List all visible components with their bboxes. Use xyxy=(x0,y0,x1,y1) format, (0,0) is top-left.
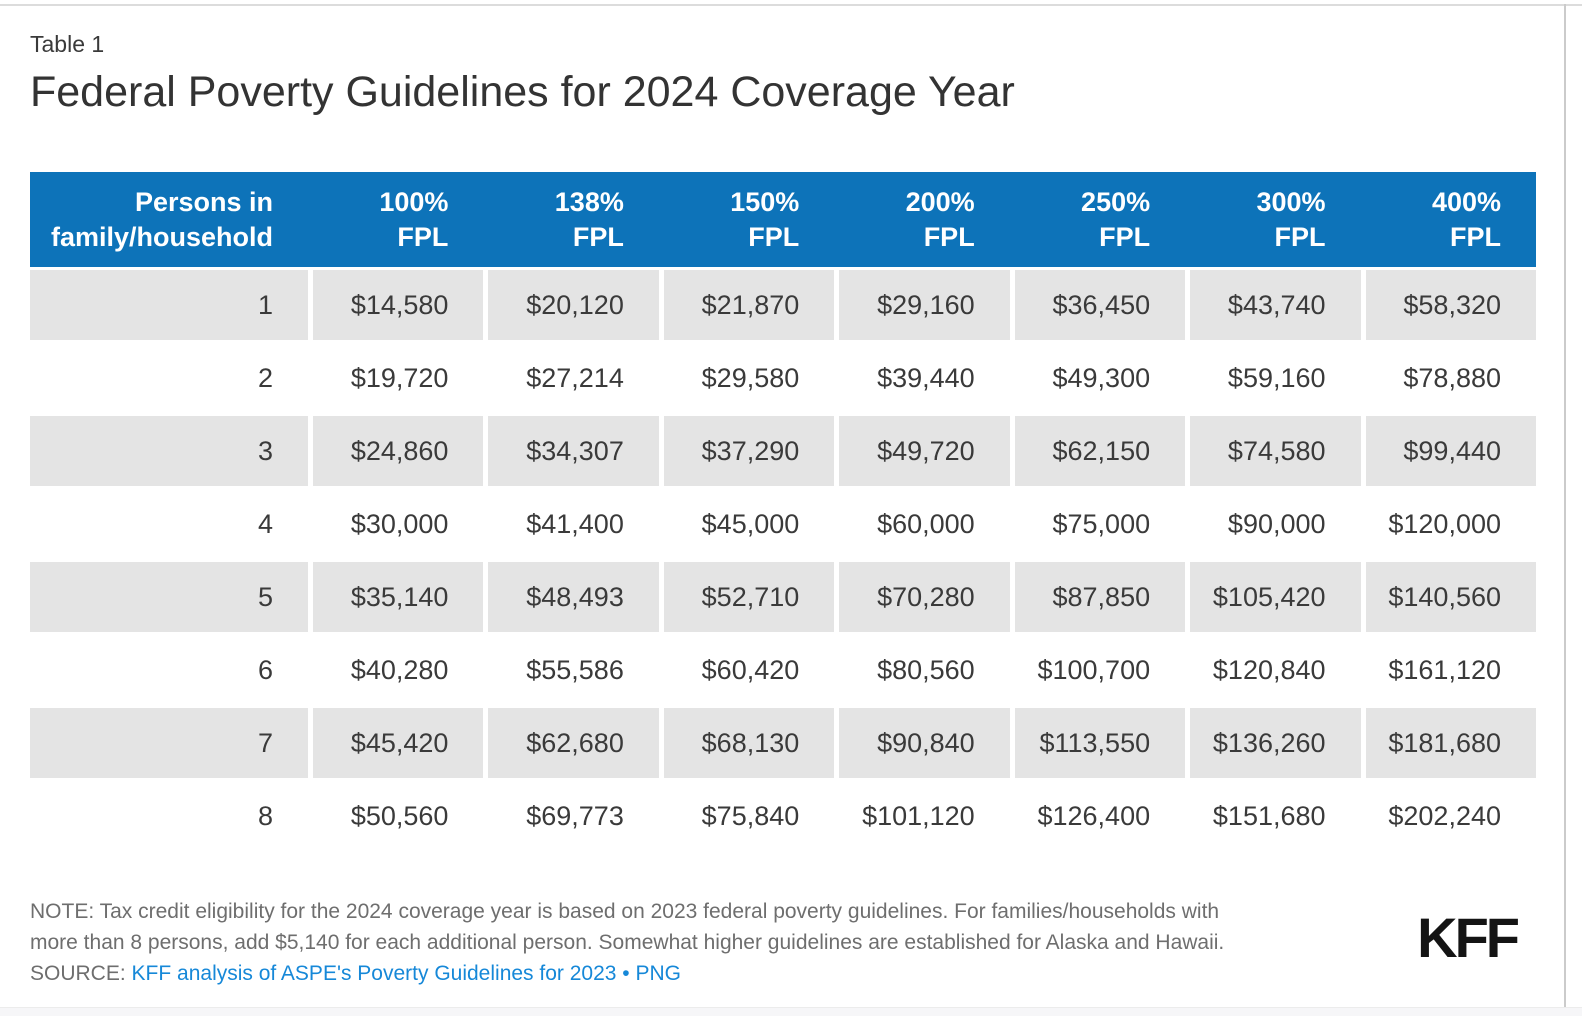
value-cell: $21,870 xyxy=(658,267,835,340)
source-line: SOURCE: KFF analysis of ASPE's Poverty G… xyxy=(30,958,1262,989)
col-header-persons: Persons in family/household xyxy=(30,172,308,267)
persons-cell: 2 xyxy=(30,340,308,413)
col-header-200-fpl: 200% FPL xyxy=(834,172,1010,267)
value-cell: $50,560 xyxy=(308,778,484,851)
value-cell: $30,000 xyxy=(308,486,484,559)
value-cell: $49,720 xyxy=(834,413,1010,486)
value-cell: $105,420 xyxy=(1185,559,1361,632)
col-header-150-fpl: 150% FPL xyxy=(658,172,835,267)
col-header-300-fpl: 300% FPL xyxy=(1185,172,1361,267)
value-cell: $34,307 xyxy=(483,413,659,486)
col-header-400-fpl: 400% FPL xyxy=(1360,172,1536,267)
bottom-bar xyxy=(0,1007,1582,1016)
value-cell: $60,000 xyxy=(834,486,1010,559)
table-row: 8 $50,560 $69,773 $75,840 $101,120 $126,400 $1… xyxy=(30,778,1536,851)
col-header-100-fpl: 100% FPL xyxy=(308,172,484,267)
value-cell: $101,120 xyxy=(834,778,1010,851)
table-header-row: Persons in family/household 100% FPL 138… xyxy=(30,172,1536,267)
persons-cell: 4 xyxy=(30,486,308,559)
value-cell: $80,560 xyxy=(834,632,1010,705)
value-cell: $29,580 xyxy=(658,340,835,413)
value-cell: $62,150 xyxy=(1009,413,1186,486)
table-row: 7 $45,420 $62,680 $68,130 $90,840 $113,550 $13… xyxy=(30,705,1536,778)
col-header-250-fpl: 250% FPL xyxy=(1009,172,1186,267)
value-cell: $60,420 xyxy=(658,632,835,705)
value-cell: $58,320 xyxy=(1360,267,1536,340)
value-cell: $120,000 xyxy=(1360,486,1536,559)
value-cell: $49,300 xyxy=(1009,340,1186,413)
value-cell: $151,680 xyxy=(1185,778,1361,851)
value-cell: $69,773 xyxy=(483,778,659,851)
value-cell: $99,440 xyxy=(1360,413,1536,486)
table-row: 2 $19,720 $27,214 $29,580 $39,440 $49,300 $59,… xyxy=(30,340,1536,413)
value-cell: $41,400 xyxy=(483,486,659,559)
col-header-138-fpl: 138% FPL xyxy=(483,172,659,267)
value-cell: $36,450 xyxy=(1009,267,1186,340)
value-cell: $90,840 xyxy=(834,705,1010,778)
value-cell: $113,550 xyxy=(1009,705,1186,778)
value-cell: $74,580 xyxy=(1185,413,1361,486)
value-cell: $55,586 xyxy=(483,632,659,705)
persons-cell: 7 xyxy=(30,705,308,778)
table-row: 6 $40,280 $55,586 $60,420 $80,560 $100,700 $12… xyxy=(30,632,1536,705)
note-text: NOTE: Tax credit eligibility for the 202… xyxy=(30,900,1225,954)
value-cell: $29,160 xyxy=(834,267,1010,340)
table-body: 1 $14,580 $20,120 $21,870 $29,160 $36,450 $43,… xyxy=(30,267,1536,851)
table-row: 4 $30,000 $41,400 $45,000 $60,000 $75,000 $90,… xyxy=(30,486,1536,559)
value-cell: $78,880 xyxy=(1360,340,1536,413)
value-cell: $43,740 xyxy=(1185,267,1361,340)
value-cell: $48,493 xyxy=(483,559,659,632)
page-title: Federal Poverty Guidelines for 2024 Cove… xyxy=(30,68,1015,116)
value-cell: $62,680 xyxy=(483,705,659,778)
value-cell: $19,720 xyxy=(308,340,484,413)
value-cell: $40,280 xyxy=(308,632,484,705)
persons-cell: 1 xyxy=(30,267,308,340)
value-cell: $20,120 xyxy=(483,267,659,340)
value-cell: $202,240 xyxy=(1360,778,1536,851)
value-cell: $37,290 xyxy=(658,413,835,486)
value-cell: $100,700 xyxy=(1009,632,1186,705)
value-cell: $75,000 xyxy=(1009,486,1186,559)
value-cell: $140,560 xyxy=(1360,559,1536,632)
value-cell: $126,400 xyxy=(1009,778,1186,851)
value-cell: $120,840 xyxy=(1185,632,1361,705)
top-border-line xyxy=(0,4,1582,6)
table-row: 1 $14,580 $20,120 $21,870 $29,160 $36,450 $43,… xyxy=(30,267,1536,340)
png-download-link[interactable]: PNG xyxy=(635,962,682,985)
value-cell: $59,160 xyxy=(1185,340,1361,413)
bullet-separator: • xyxy=(622,962,630,985)
footer-block: NOTE: Tax credit eligibility for the 202… xyxy=(30,896,1262,989)
persons-cell: 3 xyxy=(30,413,308,486)
value-cell: $45,420 xyxy=(308,705,484,778)
table-row: 3 $24,860 $34,307 $37,290 $49,720 $62,150 $74,… xyxy=(30,413,1536,486)
value-cell: $68,130 xyxy=(658,705,835,778)
value-cell: $39,440 xyxy=(834,340,1010,413)
value-cell: $161,120 xyxy=(1360,632,1536,705)
value-cell: $181,680 xyxy=(1360,705,1536,778)
value-cell: $75,840 xyxy=(658,778,835,851)
value-cell: $87,850 xyxy=(1009,559,1186,632)
value-cell: $14,580 xyxy=(308,267,484,340)
value-cell: $136,260 xyxy=(1185,705,1361,778)
persons-cell: 5 xyxy=(30,559,308,632)
persons-cell: 6 xyxy=(30,632,308,705)
value-cell: $90,000 xyxy=(1185,486,1361,559)
value-cell: $45,000 xyxy=(658,486,835,559)
poverty-guidelines-table: Persons in family/household 100% FPL 138… xyxy=(30,172,1536,851)
kff-logo: KFF xyxy=(1417,906,1520,969)
value-cell: $70,280 xyxy=(834,559,1010,632)
persons-cell: 8 xyxy=(30,778,308,851)
value-cell: $27,214 xyxy=(483,340,659,413)
source-link[interactable]: KFF analysis of ASPE's Poverty Guideline… xyxy=(131,962,617,985)
table-number-label: Table 1 xyxy=(30,31,105,57)
value-cell: $24,860 xyxy=(308,413,484,486)
right-border-line xyxy=(1564,4,1566,1016)
value-cell: $35,140 xyxy=(308,559,484,632)
source-label: SOURCE: xyxy=(30,962,126,985)
table-row: 5 $35,140 $48,493 $52,710 $70,280 $87,850 $105… xyxy=(30,559,1536,632)
value-cell: $52,710 xyxy=(658,559,835,632)
